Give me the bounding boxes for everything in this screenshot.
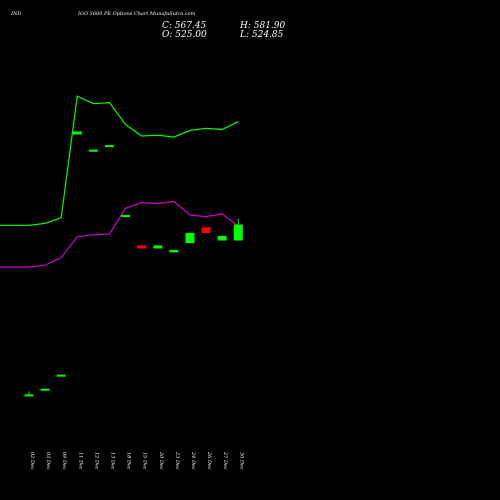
x-tick-label: 26 Dec [206, 451, 212, 470]
candle-body [169, 250, 179, 253]
x-tick-label: 23 Dec [174, 451, 180, 470]
x-tick-label: 09 Dec [61, 452, 67, 470]
candle-body [105, 145, 114, 148]
x-tick-label: 19 Dec [142, 452, 148, 470]
upper-band-line [0, 95, 239, 226]
candle-body [121, 215, 131, 218]
header-open: O: 525.00 [162, 30, 207, 40]
candle-body [201, 227, 211, 233]
candle-body [56, 374, 66, 377]
x-tick-label: 03 Dec [45, 452, 51, 470]
candle-body [217, 235, 227, 241]
x-tick-label: 11 Dec [77, 452, 83, 470]
header-symbol: IND [10, 11, 21, 17]
candle-body [72, 131, 82, 135]
candle-body [88, 149, 98, 152]
lower-band-line [0, 200, 239, 268]
header-title: IGO 5600 PE Options Chart MunafaSutra.co… [77, 11, 196, 17]
x-axis-labels: 02 Dec 03 Dec 09 Dec 11 Dec 12 Dec 13 Dec 18 D… [29, 451, 244, 470]
candle-body [137, 245, 147, 249]
x-tick-label: 20 Dec [158, 451, 164, 470]
header-close: C: 567.45 [162, 21, 207, 31]
x-tick-label: 30 Dec [238, 452, 244, 470]
candles-group [24, 131, 243, 397]
candle-body [153, 245, 163, 249]
x-tick-label: 12 Dec [93, 452, 99, 470]
candle-body [24, 394, 34, 397]
header-low: L: 524.85 [239, 30, 284, 40]
x-tick-label: 13 Dec [110, 452, 116, 470]
x-tick-label: 24 Dec [190, 451, 196, 470]
candle-body [233, 224, 243, 241]
header-high: H: 581.90 [239, 21, 286, 31]
x-tick-label: 02 Dec [29, 452, 35, 470]
candle-body [185, 232, 195, 244]
candle-body [40, 388, 50, 391]
x-tick-label: 18 Dec [126, 452, 132, 470]
bands-group [0, 95, 239, 268]
x-tick-label: 27 Dec [222, 451, 228, 470]
